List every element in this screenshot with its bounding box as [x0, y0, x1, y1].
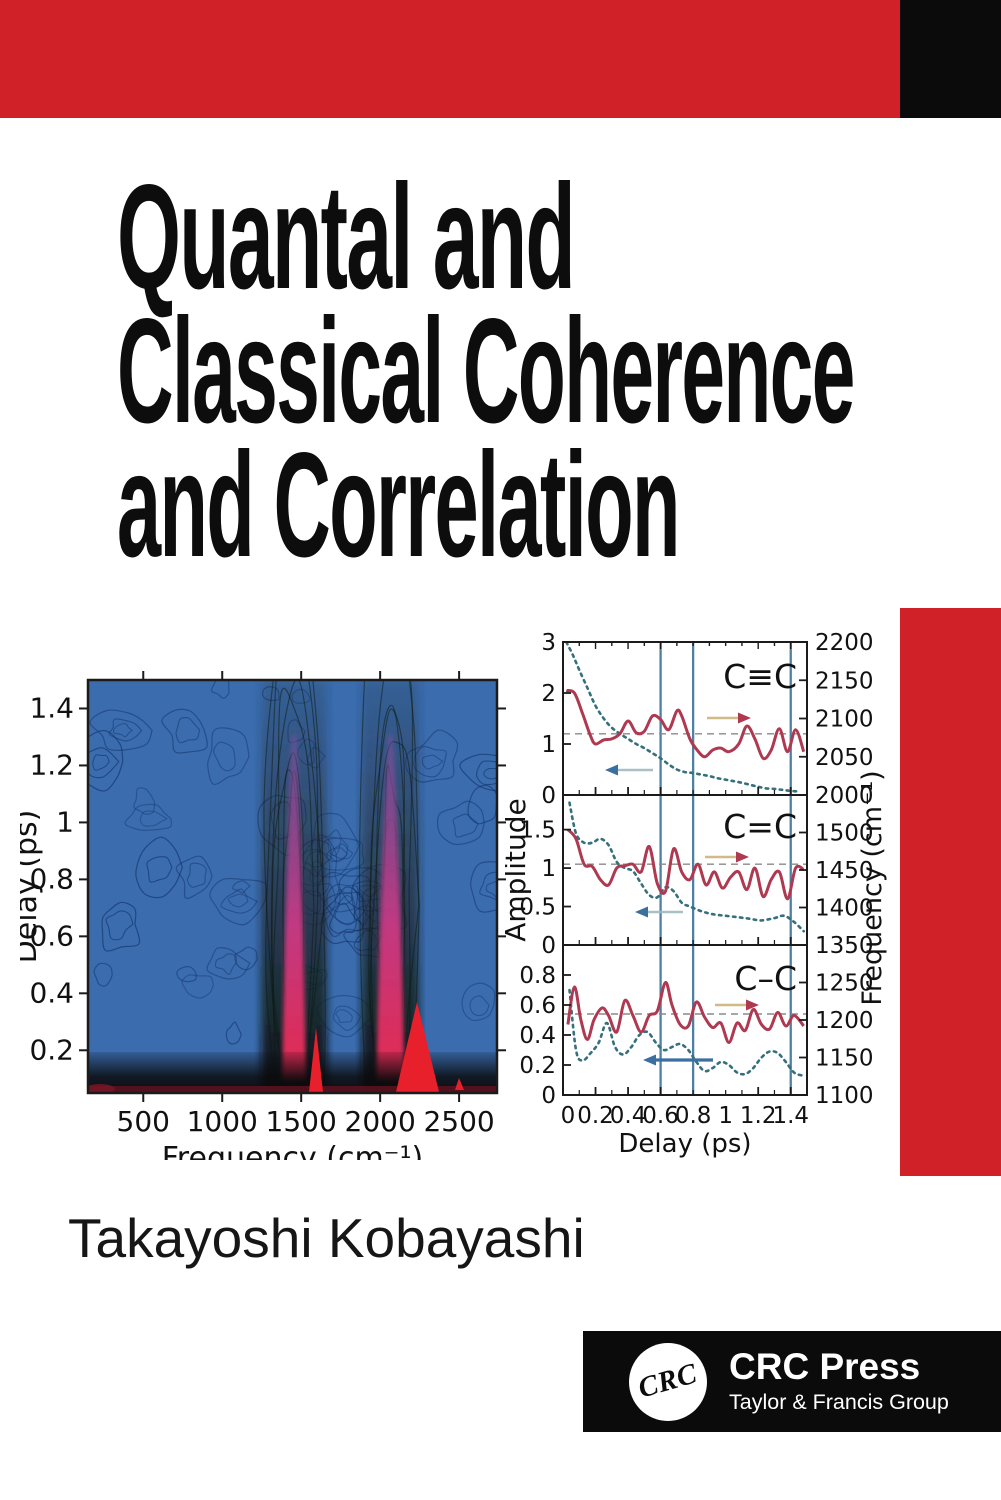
svg-text:2050: 2050 — [815, 745, 874, 771]
svg-text:0.2: 0.2 — [577, 1103, 614, 1129]
vibrational-bands — [88, 680, 497, 1093]
contour-plot-figure: 500 1000 1500 2000 2500 0.2 0.4 0.6 0.8 1 1.2 1.4 Fr… — [20, 671, 506, 1160]
svg-text:1: 1 — [56, 805, 74, 838]
crc-logo-icon: CRC — [629, 1342, 707, 1421]
svg-text:1.4: 1.4 — [29, 691, 74, 724]
svg-text:0.6: 0.6 — [29, 919, 74, 952]
svg-text:1: 1 — [718, 1103, 733, 1129]
svg-text:1200: 1200 — [815, 1008, 874, 1034]
svg-text:1400: 1400 — [815, 896, 874, 922]
publisher-text: CRC Press Taylor & Francis Group — [729, 1346, 949, 1415]
svg-text:Delay (ps): Delay (ps) — [20, 810, 44, 964]
svg-text:C≡C: C≡C — [723, 657, 797, 696]
svg-text:0.6: 0.6 — [642, 1103, 679, 1129]
svg-text:2200: 2200 — [815, 630, 874, 656]
panel-frames — [562, 641, 808, 1096]
top-corner-block — [900, 0, 1001, 118]
svg-text:0: 0 — [541, 783, 556, 809]
panel-curves — [565, 642, 806, 1077]
svg-text:0.4: 0.4 — [29, 976, 74, 1009]
publisher-bar: CRC CRC Press Taylor & Francis Group — [583, 1331, 1001, 1432]
svg-text:1.5: 1.5 — [519, 818, 556, 844]
svg-text:Frequency (cm⁻¹): Frequency (cm⁻¹) — [162, 1141, 424, 1160]
svg-text:0.5: 0.5 — [519, 895, 556, 921]
contour-axis-labels: 500 1000 1500 2000 2500 0.2 0.4 0.6 0.8 1 1.2 1.4 Fr… — [20, 691, 495, 1160]
svg-text:0.2: 0.2 — [29, 1033, 74, 1066]
svg-text:1.2: 1.2 — [740, 1103, 777, 1129]
svg-text:2100: 2100 — [815, 707, 874, 733]
panel-axis-labels: 0 1 2 3 2000 2050 2100 2150 2200 C≡C 0 0.5 1 1.5 1350 1… — [505, 630, 888, 1159]
svg-text:1.4: 1.4 — [772, 1103, 809, 1129]
svg-text:0.2: 0.2 — [519, 1053, 556, 1079]
svg-text:C–C: C–C — [734, 959, 797, 998]
svg-text:2500: 2500 — [423, 1105, 494, 1138]
book-title: Quantal and Classical Coherence and Corr… — [117, 153, 1001, 588]
svg-text:0.6: 0.6 — [519, 993, 556, 1019]
title-line-2: Classical Coherence — [117, 287, 855, 454]
svg-text:0.8: 0.8 — [29, 862, 74, 895]
svg-text:1: 1 — [541, 732, 556, 758]
svg-text:0.4: 0.4 — [519, 1023, 556, 1049]
top-banner — [0, 0, 900, 118]
svg-text:1.2: 1.2 — [29, 748, 74, 781]
svg-text:1250: 1250 — [815, 971, 874, 997]
publisher-name: CRC Press — [729, 1346, 921, 1388]
title-line-1: Quantal and — [117, 153, 576, 320]
svg-text:1000: 1000 — [187, 1105, 258, 1138]
svg-text:2000: 2000 — [815, 783, 874, 809]
svg-text:2: 2 — [541, 681, 556, 707]
contour-frame — [86, 678, 499, 1095]
svg-text:500: 500 — [117, 1105, 170, 1138]
svg-text:0: 0 — [541, 933, 556, 959]
crc-logo-text: CRC — [634, 1357, 701, 1405]
svg-text:0.8: 0.8 — [675, 1103, 712, 1129]
svg-text:Frequency (cm⁻¹): Frequency (cm⁻¹) — [857, 770, 888, 1005]
svg-text:1500: 1500 — [815, 821, 874, 847]
svg-text:1100: 1100 — [815, 1083, 874, 1109]
svg-text:1500: 1500 — [266, 1105, 337, 1138]
svg-text:C=C: C=C — [723, 807, 797, 846]
publisher-group: Taylor & Francis Group — [729, 1389, 949, 1414]
oscillation-panels-figure: 0 1 2 3 2000 2050 2100 2150 2200 C≡C 0 0.5 1 1.5 1350 1… — [505, 630, 888, 1159]
svg-text:1350: 1350 — [815, 933, 874, 959]
side-red-block — [900, 608, 1001, 1176]
contour-ticks — [79, 671, 506, 1102]
svg-text:2000: 2000 — [345, 1105, 416, 1138]
svg-text:1: 1 — [541, 856, 556, 882]
svg-text:0: 0 — [561, 1103, 576, 1129]
svg-text:0.4: 0.4 — [610, 1103, 647, 1129]
svg-text:3: 3 — [541, 630, 556, 656]
svg-text:1150: 1150 — [815, 1046, 874, 1072]
svg-text:1450: 1450 — [815, 858, 874, 884]
title-line-3: and Correlation — [117, 421, 680, 588]
author-name: Takayoshi Kobayashi — [68, 1207, 585, 1269]
svg-text:0.8: 0.8 — [519, 963, 556, 989]
svg-text:Amplitude: Amplitude — [505, 798, 532, 942]
svg-text:Delay (ps): Delay (ps) — [618, 1129, 751, 1159]
svg-text:2150: 2150 — [815, 668, 874, 694]
svg-text:0: 0 — [541, 1083, 556, 1109]
